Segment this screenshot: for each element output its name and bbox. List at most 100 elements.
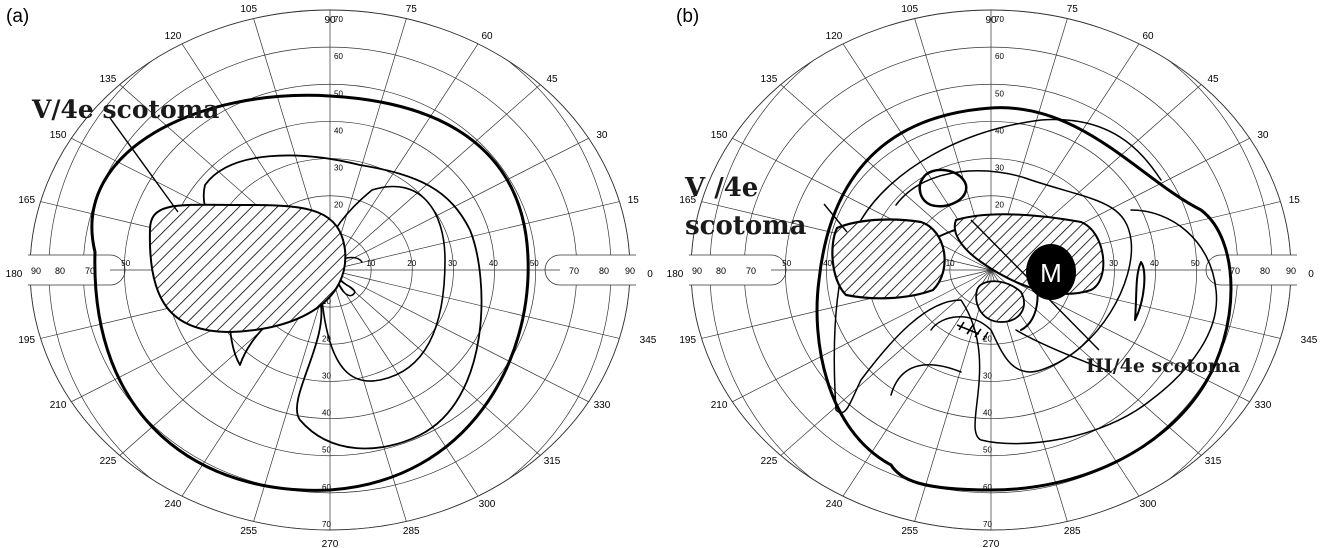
angle-label-180: 180 bbox=[667, 269, 684, 280]
angle-label-195: 195 bbox=[18, 335, 35, 346]
angle-label-135: 135 bbox=[761, 74, 778, 85]
ring-label: 20 bbox=[983, 334, 992, 343]
angle-label-75: 75 bbox=[1067, 4, 1079, 15]
macula-label: M bbox=[1040, 258, 1062, 288]
meridian-45 bbox=[329, 57, 571, 271]
annotation-iii4e-scotoma: III/4e scotoma bbox=[1086, 355, 1240, 377]
angle-label-45: 45 bbox=[1207, 74, 1219, 85]
isopter-outer bbox=[90, 93, 530, 492]
ring-label: 10 bbox=[946, 259, 955, 268]
meridian-30 bbox=[329, 119, 625, 271]
angle-label-255: 255 bbox=[240, 526, 257, 537]
ring-label: 50 bbox=[995, 89, 1004, 98]
panel-a-label: (a) bbox=[6, 6, 30, 27]
meridian-240 bbox=[820, 269, 992, 530]
angle-label-15: 15 bbox=[1289, 195, 1301, 206]
ring-label: 40 bbox=[322, 409, 331, 418]
axis-label: 80 bbox=[716, 266, 726, 276]
ring-label: 40 bbox=[823, 259, 832, 268]
ring-label: 60 bbox=[995, 52, 1004, 61]
ring-label: 40 bbox=[489, 259, 498, 268]
axis-label: 70 bbox=[569, 266, 579, 276]
hatch-marks bbox=[956, 321, 989, 341]
angle-label-0: 0 bbox=[1308, 269, 1314, 280]
angle-label-300: 300 bbox=[479, 499, 496, 510]
angle-label-285: 285 bbox=[1064, 526, 1081, 537]
angle-label-270: 270 bbox=[983, 539, 1000, 548]
ring-label: 20 bbox=[407, 259, 416, 268]
angle-label-105: 105 bbox=[240, 4, 257, 15]
angle-label-120: 120 bbox=[165, 31, 182, 42]
meridian-255 bbox=[902, 269, 992, 530]
ring-label: 30 bbox=[322, 371, 331, 380]
axis-label: 70 bbox=[746, 266, 756, 276]
leader-line bbox=[109, 117, 179, 213]
angle-label-285: 285 bbox=[403, 526, 420, 537]
angle-label-135: 135 bbox=[100, 74, 117, 85]
panel-b-label: (b) bbox=[676, 6, 700, 27]
angle-label-345: 345 bbox=[1301, 335, 1318, 346]
angle-label-345: 345 bbox=[640, 335, 657, 346]
angle-label-120: 120 bbox=[826, 31, 843, 42]
angle-label-240: 240 bbox=[165, 499, 182, 510]
axis-band-left: 90 80 70 bbox=[689, 254, 787, 286]
ring-label: 50 bbox=[1191, 259, 1200, 268]
isopter-lower bbox=[890, 329, 1112, 396]
angle-label-150: 150 bbox=[711, 130, 728, 141]
meridian-315 bbox=[990, 269, 1232, 483]
angle-label-330: 330 bbox=[1255, 400, 1272, 411]
meridian-210 bbox=[696, 269, 992, 421]
angle-label-300: 300 bbox=[1140, 499, 1157, 510]
ring-label: 40 bbox=[995, 126, 1004, 135]
scotoma-v4e bbox=[148, 203, 347, 334]
meridian-300 bbox=[329, 269, 501, 530]
meridian-255 bbox=[241, 269, 331, 530]
annotation-v4e-line2: scotoma bbox=[685, 211, 807, 241]
meridian-60 bbox=[329, 10, 501, 271]
angle-label-105: 105 bbox=[901, 4, 918, 15]
ring-label: 50 bbox=[782, 259, 791, 268]
meridian-345 bbox=[329, 269, 630, 348]
angle-label-330: 330 bbox=[594, 400, 611, 411]
isopter-inner bbox=[321, 185, 446, 382]
axis-label: 90 bbox=[31, 266, 41, 276]
axis-label: 80 bbox=[1260, 266, 1270, 276]
ring-label: 40 bbox=[983, 409, 992, 418]
angle-label-210: 210 bbox=[711, 400, 728, 411]
angle-label-225: 225 bbox=[761, 456, 778, 467]
angle-label-0: 0 bbox=[647, 269, 653, 280]
ring-label: 60 bbox=[983, 483, 992, 492]
leader-line-iii4e bbox=[970, 219, 1100, 351]
ring-label: 50 bbox=[322, 446, 331, 455]
angle-label-240: 240 bbox=[826, 499, 843, 510]
isopter-island bbox=[918, 168, 968, 208]
macula-marker bbox=[1026, 244, 1076, 300]
angle-label-315: 315 bbox=[1205, 456, 1222, 467]
angle-label-30: 30 bbox=[596, 130, 608, 141]
ring-label: 20 bbox=[322, 334, 331, 343]
ring-label: 60 bbox=[334, 52, 343, 61]
meridian-315 bbox=[329, 269, 571, 483]
angle-label-150: 150 bbox=[50, 130, 67, 141]
ring-label: 20 bbox=[334, 201, 343, 210]
angle-label-15: 15 bbox=[628, 195, 640, 206]
perimetry-chart-a: 0 15 30 45 60 75 90 105 120 135 150 165 180 195 210 225… bbox=[6, 4, 657, 548]
ring-label: 30 bbox=[334, 164, 343, 173]
perimetry-grid: 0 15 30 45 60 75 90 105 120 135 150 165 180 195 210 225… bbox=[6, 4, 657, 548]
scotoma-v4e bbox=[831, 218, 946, 300]
isopter-thin-1 bbox=[833, 118, 1218, 445]
ring-label: 30 bbox=[1109, 259, 1118, 268]
axis-label: 90 bbox=[1286, 266, 1296, 276]
ring-label: 30 bbox=[448, 259, 457, 268]
ring-label: 50 bbox=[121, 259, 130, 268]
angle-label-45: 45 bbox=[546, 74, 558, 85]
angle-label-315: 315 bbox=[544, 456, 561, 467]
axis-label: 90 bbox=[625, 266, 635, 276]
meridian-15 bbox=[329, 192, 630, 271]
axis-band-right: 90 80 70 bbox=[544, 254, 636, 286]
meridian-285 bbox=[329, 269, 419, 530]
ring-label: 50 bbox=[334, 89, 343, 98]
angle-label-90: 90 bbox=[324, 15, 336, 26]
axis-label: 70 bbox=[85, 266, 95, 276]
